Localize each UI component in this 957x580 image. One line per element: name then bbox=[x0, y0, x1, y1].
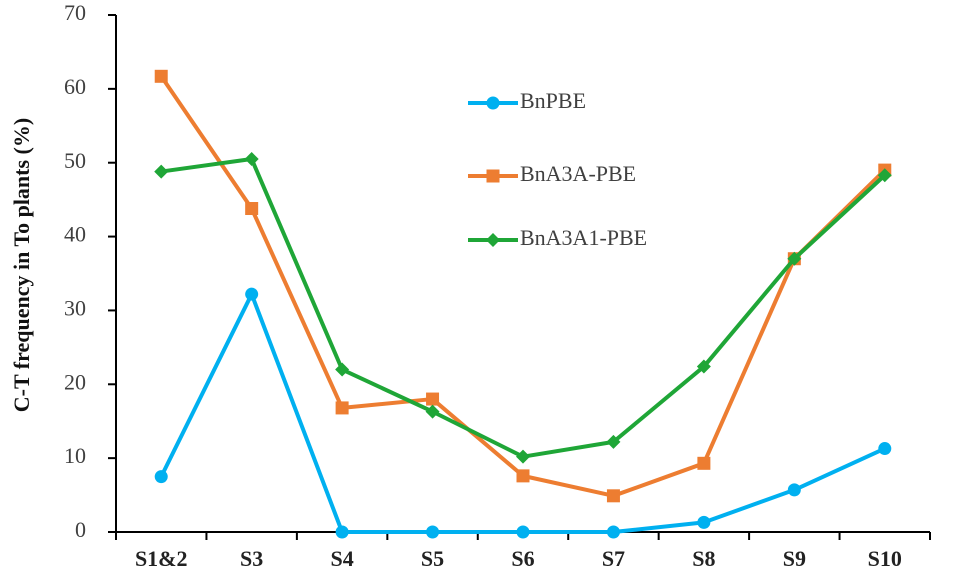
legend-item: BnPBE bbox=[468, 88, 586, 113]
x-tick-label: S4 bbox=[330, 546, 353, 571]
y-tick-label: 60 bbox=[64, 74, 86, 99]
legend-item: BnA3A1-PBE bbox=[468, 225, 647, 250]
x-axis-ticks: S1&2 S3 S4 S5 S6 S7 S8 S9 S10 bbox=[115, 532, 931, 571]
x-tick-label: S9 bbox=[783, 546, 806, 571]
data-point bbox=[697, 456, 711, 470]
data-point bbox=[244, 152, 259, 167]
data-point bbox=[516, 525, 530, 539]
series-BnPBE bbox=[154, 287, 892, 539]
series-line bbox=[159, 292, 886, 534]
y-tick-label: 20 bbox=[64, 369, 86, 394]
y-tick-label: 0 bbox=[75, 517, 86, 542]
data-point bbox=[335, 362, 350, 377]
data-point bbox=[335, 401, 349, 415]
data-point bbox=[154, 164, 169, 179]
data-point bbox=[335, 525, 349, 539]
data-point bbox=[426, 525, 440, 539]
x-tick-label: S6 bbox=[511, 546, 534, 571]
data-point bbox=[696, 359, 711, 374]
data-point bbox=[425, 404, 440, 419]
data-point bbox=[606, 434, 621, 449]
x-tick-label: S7 bbox=[602, 546, 625, 571]
legend-label: BnA3A1-PBE bbox=[520, 225, 647, 250]
legend-marker bbox=[486, 233, 500, 247]
data-point bbox=[877, 168, 892, 183]
y-tick-label: 70 bbox=[64, 0, 86, 25]
data-point bbox=[516, 449, 530, 464]
data-point bbox=[787, 251, 802, 266]
legend-marker bbox=[486, 96, 500, 110]
x-tick-label: S3 bbox=[240, 546, 263, 571]
y-tick-label: 30 bbox=[64, 295, 86, 320]
data-point bbox=[787, 483, 801, 497]
data-point bbox=[245, 287, 259, 301]
data-point bbox=[426, 392, 440, 406]
data-point bbox=[154, 69, 168, 83]
data-point bbox=[697, 515, 711, 529]
legend: BnPBE BnA3A-PBE BnA3A1-PBE bbox=[468, 88, 647, 250]
series-BnA3A1-PBE bbox=[154, 152, 892, 464]
y-tick-label: 40 bbox=[64, 222, 86, 247]
series-line bbox=[159, 75, 887, 498]
x-tick-label: S8 bbox=[692, 546, 715, 571]
y-tick-label: 50 bbox=[64, 148, 86, 173]
x-tick-label: S5 bbox=[421, 546, 444, 571]
legend-item: BnA3A-PBE bbox=[468, 161, 636, 186]
data-point bbox=[516, 469, 530, 483]
data-point bbox=[878, 442, 892, 456]
data-point bbox=[154, 470, 168, 484]
series-line bbox=[160, 157, 887, 459]
y-axis-ticks: 0 10 20 30 40 50 60 70 bbox=[64, 0, 116, 542]
legend-label: BnPBE bbox=[520, 88, 586, 113]
x-tick-label: S1&2 bbox=[135, 546, 188, 571]
legend-marker bbox=[486, 169, 500, 183]
data-point bbox=[606, 489, 620, 503]
series-BnA3A-PBE bbox=[154, 69, 892, 503]
series-layer bbox=[154, 69, 892, 539]
x-tick-label: S10 bbox=[868, 546, 902, 571]
legend-label: BnA3A-PBE bbox=[520, 161, 636, 186]
data-point bbox=[245, 202, 259, 216]
data-point bbox=[606, 525, 620, 539]
y-axis-title: C-T frequency in To plants (%) bbox=[9, 118, 34, 412]
y-tick-label: 10 bbox=[64, 443, 86, 468]
